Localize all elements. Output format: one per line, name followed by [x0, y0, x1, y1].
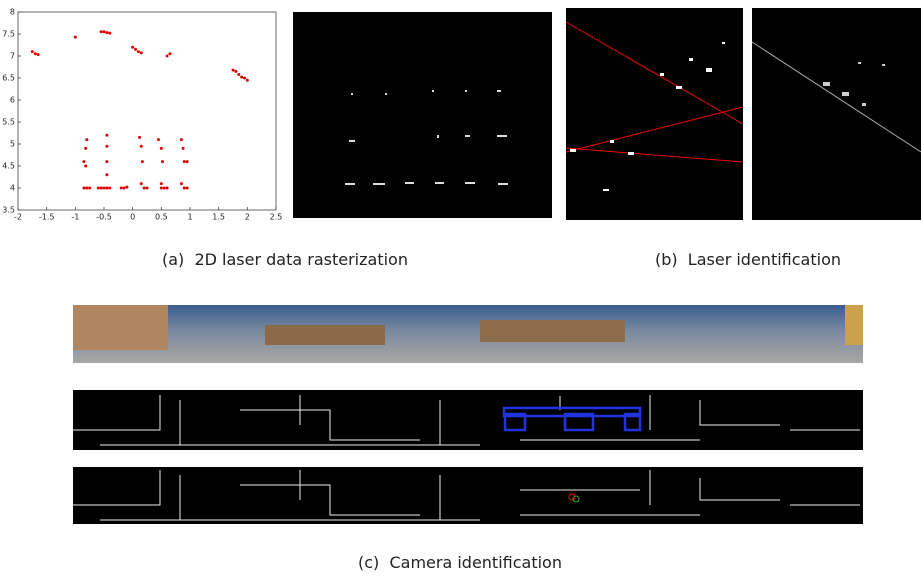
point: [108, 32, 111, 35]
y-tick-label: 7.5: [2, 30, 15, 39]
point: [160, 147, 163, 150]
point: [140, 145, 143, 148]
laser-line-image: [752, 8, 921, 220]
scatter-plot: -2 -1.5 -1 -0.5 0 0.5 1 1.5 2 2.5 3.5 4 4.5 5 5.5 6 6.5 7…: [2, 8, 282, 222]
point: [180, 138, 183, 141]
point: [146, 187, 149, 190]
point: [105, 134, 108, 137]
y-tick-label: 5.5: [2, 118, 15, 127]
x-tick-label: 1: [187, 213, 192, 222]
point: [183, 160, 186, 163]
point: [168, 52, 171, 55]
point: [34, 52, 37, 55]
point: [186, 160, 189, 163]
point: [31, 50, 34, 53]
point: [74, 36, 77, 39]
y-tick-label: 6.5: [2, 74, 15, 83]
x-tick-label: 0: [130, 213, 135, 222]
point: [166, 55, 169, 58]
point: [100, 30, 103, 33]
point: [100, 187, 103, 190]
point: [240, 76, 243, 79]
x-tick-label: -0.5: [96, 213, 112, 222]
point: [134, 48, 137, 51]
point: [160, 182, 163, 185]
x-tick-label: -2: [14, 213, 22, 222]
x-tick-label: 2: [245, 213, 250, 222]
point: [108, 187, 111, 190]
figure: -2 -1.5 -1 -0.5 0 0.5 1 1.5 2 2.5 3.5 4 4.5 5 5.5 6 6.5 7…: [0, 0, 921, 582]
point: [157, 138, 160, 141]
edge-image: [73, 390, 863, 450]
point: [140, 182, 143, 185]
point: [85, 138, 88, 141]
x-tick-label: 0.5: [155, 213, 168, 222]
laser-lines-image: [566, 8, 743, 220]
y-tick-label: 3.5: [2, 206, 15, 215]
point: [85, 187, 88, 190]
point: [123, 187, 126, 190]
camera-photo: [73, 305, 863, 363]
y-tick-label: 5: [10, 140, 15, 149]
point: [97, 187, 100, 190]
point: [161, 160, 164, 163]
point: [105, 187, 108, 190]
y-tick-label: 8: [10, 8, 15, 17]
caption: (a) 2D laser data rasterization: [162, 250, 408, 269]
point: [105, 145, 108, 148]
point: [232, 69, 235, 72]
point: [180, 182, 183, 185]
point: [82, 187, 85, 190]
point: [138, 136, 141, 139]
point: [163, 187, 166, 190]
y-tick-label: 6: [10, 96, 15, 105]
y-tick-label: 4.5: [2, 162, 15, 171]
point: [140, 51, 143, 54]
point: [120, 187, 123, 190]
point: [103, 30, 106, 33]
point: [103, 187, 106, 190]
point: [141, 160, 144, 163]
point: [243, 77, 246, 80]
point: [143, 187, 146, 190]
point: [105, 31, 108, 34]
caption: (c) Camera identification: [358, 553, 562, 572]
point: [84, 165, 87, 168]
point: [186, 187, 189, 190]
point: [234, 70, 237, 73]
raster-image: [293, 12, 552, 218]
y-tick-label: 7: [10, 52, 15, 61]
point: [182, 147, 185, 150]
x-tick-label: 2.5: [270, 213, 283, 222]
point: [125, 186, 128, 189]
y-tick-label: 4: [10, 184, 15, 193]
x-tick-label: -1: [71, 213, 79, 222]
point: [246, 79, 249, 82]
point: [88, 187, 91, 190]
point: [137, 50, 140, 53]
caption: (b) Laser identification: [655, 250, 841, 269]
point: [166, 187, 169, 190]
edge-image: [73, 467, 863, 524]
point: [183, 187, 186, 190]
x-tick-label: -1.5: [39, 213, 55, 222]
point: [237, 73, 240, 76]
point: [131, 46, 134, 49]
point: [105, 160, 108, 163]
point: [84, 147, 87, 150]
point: [160, 187, 163, 190]
axes-box: [18, 12, 276, 210]
point: [37, 53, 40, 56]
x-tick-label: 1.5: [212, 213, 225, 222]
point: [82, 160, 85, 163]
point: [105, 173, 108, 176]
